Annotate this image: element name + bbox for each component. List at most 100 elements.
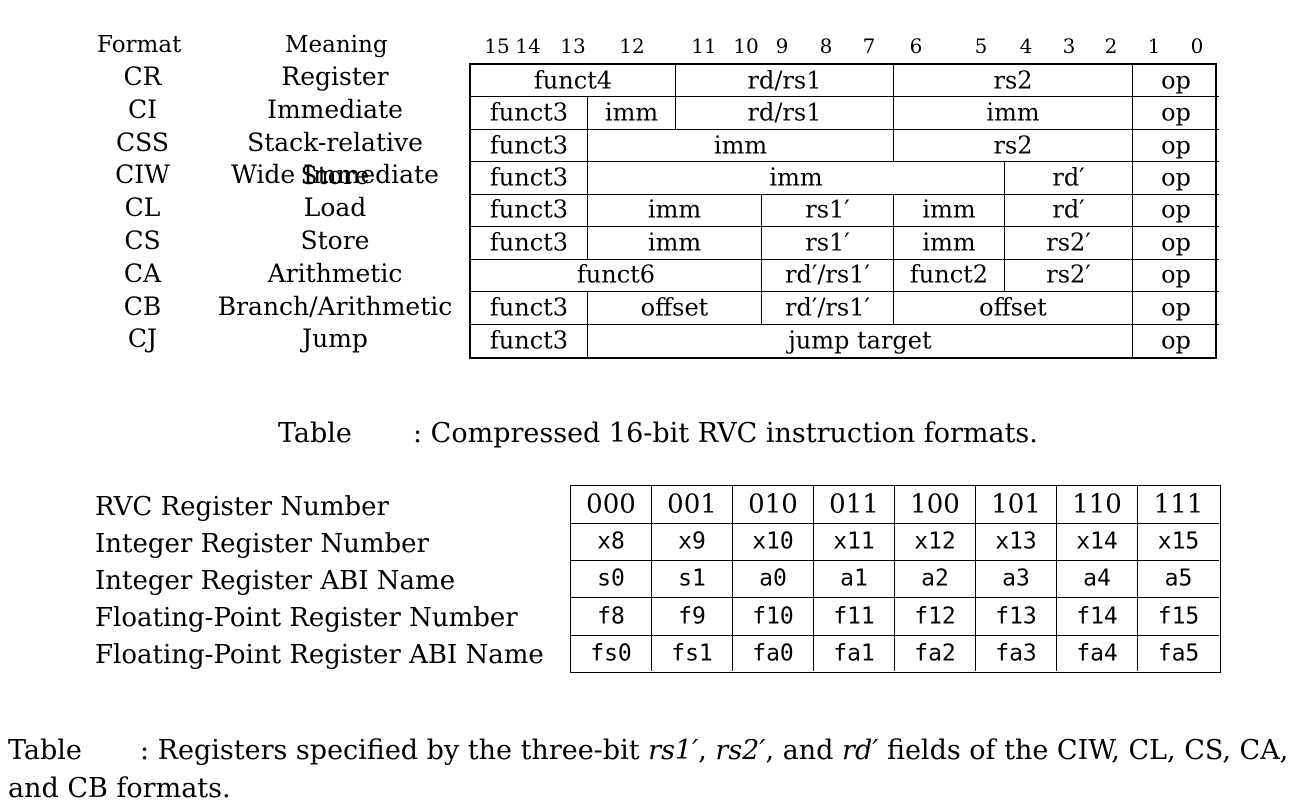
register-cell-value: fa3 (995, 639, 1037, 666)
rvc-register-number-cell: 010 (733, 486, 814, 524)
register-cell-value: x8 (597, 528, 625, 555)
caption-rs1-term: rs1′ (648, 735, 699, 766)
field-cell-cl: imm (588, 194, 762, 228)
rvc-register-number-cell: 011 (814, 486, 895, 524)
caption-registers-line2: and CB formats. (8, 773, 231, 804)
field-cell-ciw: rd′ (1005, 162, 1133, 195)
format-meaning: Load (303, 193, 367, 223)
field-cell-cr: funct4 (471, 65, 676, 98)
field-cell-css: op (1133, 130, 1219, 163)
field-label: funct3 (489, 228, 569, 257)
bit-number: 14 (515, 34, 541, 58)
format-meaning: Immediate (267, 94, 403, 124)
field-cell-cb: offset (894, 292, 1133, 325)
field-label: imm (713, 131, 768, 160)
register-cell-value: f9 (678, 602, 706, 629)
bit-number: 12 (619, 34, 645, 58)
bit-number: 10 (733, 34, 759, 58)
register-cell-value: x9 (678, 528, 706, 555)
rvc-register-number-cell: 110 (1057, 486, 1138, 524)
field-cell-ciw: imm (588, 162, 1005, 195)
rvc-register-number-cell: 101 (976, 486, 1057, 524)
rvc-register-number-cell: 001 (652, 486, 733, 524)
register-cell-value: 010 (748, 488, 798, 519)
field-cell-css: funct3 (471, 129, 588, 163)
field-cell-cb: rd′/rs1′ (762, 292, 894, 325)
bit-number: 2 (1104, 34, 1118, 58)
register-cell-value: fa5 (1157, 639, 1200, 666)
register-cell: fs1 (652, 636, 733, 671)
register-cell-value: f10 (752, 602, 794, 629)
register-cell-value: x12 (914, 528, 956, 555)
register-cell: x10 (733, 524, 814, 561)
caption-registers-sep1: , (698, 735, 716, 766)
field-label: funct2 (909, 260, 989, 289)
field-cell-cl: rs1′ (762, 194, 894, 228)
register-cell: f12 (895, 598, 976, 636)
register-cell-value: f14 (1076, 602, 1118, 629)
rvc-register-number-cell: 000 (571, 486, 652, 524)
field-label: rs2′ (1046, 228, 1091, 257)
register-cell-value: fa1 (833, 639, 875, 666)
format-row-label: CSS Stack-relative Store (60, 126, 470, 190)
register-cell: fa1 (814, 636, 895, 671)
register-cell-value: f12 (914, 602, 956, 629)
register-cell-value: fs1 (671, 639, 713, 666)
register-cell-value: fa4 (1076, 639, 1118, 666)
field-cell-cj: funct3 (471, 324, 588, 357)
field-label: rd′ (1052, 195, 1085, 224)
register-cell: fs0 (571, 636, 652, 671)
register-cell-value: a2 (921, 565, 949, 592)
register-cell: f15 (1138, 598, 1219, 636)
field-cell-ci: rd/rs1 (676, 97, 894, 130)
field-label: offset (979, 293, 1047, 322)
register-cell: x9 (652, 524, 733, 561)
caption-registers-prefix: : Registers specified by the three-bit (140, 735, 649, 766)
caption-registers-suffix: fields of the CIW, CL, CS, CA, (878, 735, 1289, 766)
field-cell-cr: op (1133, 65, 1219, 98)
field-cell-cb: op (1133, 292, 1219, 325)
field-cell-cs: imm (894, 227, 1005, 260)
register-cell: x15 (1138, 524, 1219, 561)
format-name: CIW (115, 160, 170, 190)
register-cell: s0 (571, 561, 652, 598)
register-cell-value: x14 (1076, 528, 1118, 555)
field-cell-ci: funct3 (471, 97, 588, 130)
field-label: funct3 (489, 293, 569, 322)
register-cell-value: f8 (597, 602, 625, 629)
field-label: rs2 (993, 131, 1033, 160)
field-cell-ca: op (1133, 260, 1219, 293)
field-cell-cj: jump target (588, 324, 1133, 357)
bit-number: 9 (775, 34, 789, 58)
format-meaning: Arithmetic (267, 258, 403, 288)
caption-registers-text: : Registers specified by the three-bit r… (140, 735, 1288, 766)
register-cell: fa2 (895, 636, 976, 671)
register-cell-value: a3 (1002, 565, 1030, 592)
register-cell: a4 (1057, 561, 1138, 598)
register-cell-value: x13 (995, 528, 1037, 555)
register-cell-value: 101 (991, 488, 1041, 519)
register-cell-value: a1 (840, 565, 868, 592)
format-row-label: CI Immediate (60, 93, 470, 126)
format-name: CS (124, 226, 161, 255)
field-cell-ciw: op (1133, 162, 1219, 195)
register-cell-value: 100 (910, 488, 960, 519)
format-meaning: Store (300, 226, 370, 255)
register-cell: fa3 (976, 636, 1057, 671)
field-label: rs2′ (1046, 260, 1091, 289)
field-label: rd′ (1052, 163, 1085, 192)
format-meaning: Register (281, 62, 389, 91)
field-cell-cs: rs2′ (1005, 227, 1133, 260)
register-cell: x14 (1057, 524, 1138, 561)
field-cell-cl: op (1133, 195, 1219, 228)
register-row-label: Floating-Point Register ABI Name (95, 640, 544, 670)
field-label: op (1161, 195, 1191, 224)
format-meaning: Wide Immediate (231, 160, 439, 190)
register-cell-value: fs0 (590, 639, 632, 666)
register-cell: x11 (814, 524, 895, 561)
register-cell: f14 (1057, 598, 1138, 636)
register-cell: a5 (1138, 561, 1219, 598)
register-cell-value: 000 (586, 488, 636, 519)
format-meaning: Stack-relative Store (247, 127, 423, 190)
register-cell-value: f13 (995, 602, 1037, 629)
